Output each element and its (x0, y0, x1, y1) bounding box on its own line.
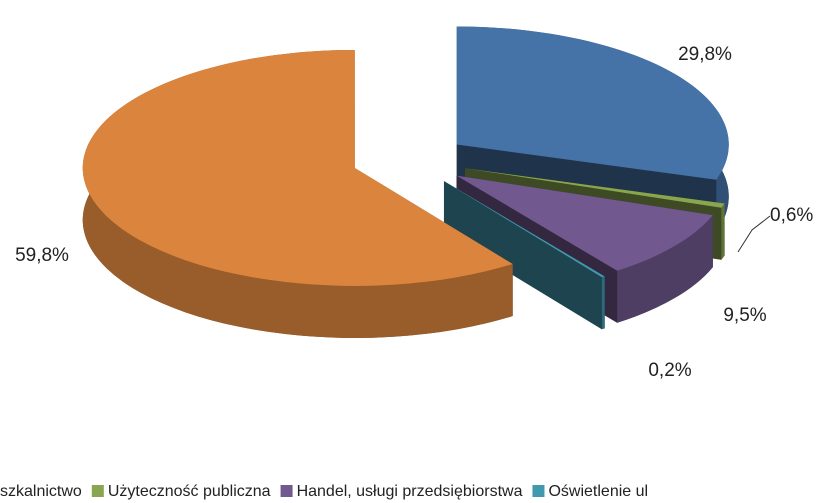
legend-swatch (280, 485, 293, 497)
legend-label: Oświetlenie ul (548, 483, 648, 500)
legend-label: szkalnictwo (0, 483, 82, 500)
slice (456, 175, 713, 271)
slice (456, 26, 729, 180)
leader-line (737, 215, 771, 253)
legend-swatch (532, 485, 545, 497)
slice (82, 49, 513, 286)
slices (82, 26, 729, 286)
data-label: 9,5% (723, 305, 766, 326)
slice (465, 168, 725, 208)
slice-side (601, 276, 605, 330)
slice (443, 181, 605, 278)
slice-side (617, 215, 713, 323)
legend-label: Użyteczność publiczna (108, 483, 271, 500)
slice-side (721, 203, 725, 260)
data-label: 0,2% (648, 360, 691, 381)
data-label: 0,6% (770, 205, 813, 226)
data-label: 29,8% (678, 44, 732, 65)
slice-side (443, 181, 602, 330)
legend-label: Handel, usługi przedsiębiorstwa (297, 483, 523, 500)
data-label: 59,8% (15, 245, 69, 266)
legend-swatch (91, 485, 104, 497)
